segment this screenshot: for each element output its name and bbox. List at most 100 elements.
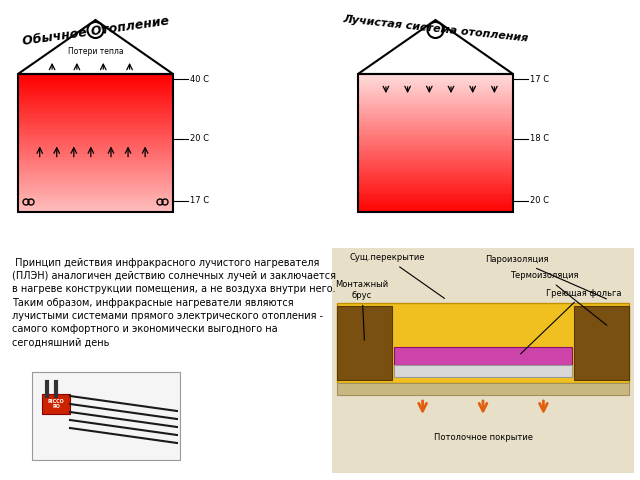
- Bar: [358, 91, 513, 94]
- Bar: [337, 306, 392, 380]
- Bar: [358, 190, 513, 193]
- Bar: [18, 201, 173, 204]
- Bar: [358, 192, 513, 196]
- Bar: [358, 102, 513, 105]
- Bar: [18, 181, 173, 185]
- Bar: [18, 126, 173, 130]
- Bar: [358, 80, 513, 83]
- Bar: [18, 154, 173, 157]
- Bar: [358, 198, 513, 202]
- Bar: [32, 372, 180, 460]
- Bar: [18, 140, 173, 144]
- Bar: [18, 157, 173, 160]
- Bar: [358, 201, 513, 204]
- Bar: [358, 137, 513, 141]
- Text: Лучистая система отопления: Лучистая система отопления: [342, 14, 529, 43]
- Bar: [358, 168, 513, 171]
- Bar: [18, 206, 173, 210]
- Bar: [18, 179, 173, 182]
- Bar: [358, 129, 513, 132]
- Bar: [358, 77, 513, 80]
- Bar: [18, 190, 173, 193]
- Bar: [18, 198, 173, 202]
- Bar: [358, 206, 513, 210]
- Bar: [358, 96, 513, 99]
- Bar: [358, 204, 513, 207]
- Bar: [18, 74, 173, 212]
- Bar: [18, 173, 173, 177]
- Bar: [18, 159, 173, 163]
- Bar: [18, 170, 173, 174]
- Bar: [18, 82, 173, 85]
- Bar: [358, 157, 513, 160]
- Bar: [358, 99, 513, 102]
- Text: Обычное Отопление: Обычное Отопление: [21, 14, 170, 48]
- Bar: [18, 168, 173, 171]
- Bar: [18, 146, 173, 149]
- Bar: [42, 394, 70, 414]
- Bar: [358, 140, 513, 144]
- Text: Потери тепла: Потери тепла: [68, 47, 124, 56]
- Text: 17 C: 17 C: [530, 74, 549, 84]
- Bar: [358, 115, 513, 119]
- Text: 40 C: 40 C: [190, 74, 209, 84]
- Bar: [18, 137, 173, 141]
- Bar: [18, 143, 173, 146]
- Bar: [358, 113, 513, 116]
- Bar: [358, 143, 513, 146]
- Text: 17 C: 17 C: [190, 196, 209, 205]
- Bar: [18, 187, 173, 191]
- Bar: [358, 118, 513, 121]
- Bar: [337, 303, 629, 383]
- Bar: [18, 77, 173, 80]
- Bar: [358, 93, 513, 96]
- Bar: [358, 170, 513, 174]
- Bar: [18, 151, 173, 155]
- Bar: [358, 209, 513, 213]
- Text: 18 C: 18 C: [530, 134, 549, 144]
- Bar: [18, 93, 173, 96]
- Bar: [358, 132, 513, 135]
- Bar: [18, 74, 173, 77]
- Text: Сущ.перекрытие: Сущ.перекрытие: [349, 253, 445, 299]
- Bar: [18, 195, 173, 199]
- Bar: [18, 104, 173, 108]
- Text: 20 C: 20 C: [530, 196, 549, 205]
- Text: Греющая фольга: Греющая фольга: [520, 288, 621, 354]
- Bar: [358, 88, 513, 91]
- Bar: [358, 159, 513, 163]
- Bar: [337, 383, 629, 395]
- Bar: [332, 248, 634, 473]
- Bar: [18, 209, 173, 213]
- Bar: [358, 104, 513, 108]
- Bar: [358, 74, 513, 77]
- Bar: [358, 148, 513, 152]
- Bar: [358, 176, 513, 180]
- Bar: [358, 195, 513, 199]
- Bar: [18, 107, 173, 110]
- Bar: [358, 181, 513, 185]
- Bar: [358, 82, 513, 85]
- Text: Термоизоляция: Термоизоляция: [511, 272, 607, 325]
- Bar: [18, 85, 173, 88]
- Bar: [18, 184, 173, 188]
- Bar: [574, 306, 629, 380]
- Bar: [358, 184, 513, 188]
- Text: Потолочное покрытие: Потолочное покрытие: [433, 433, 532, 442]
- Bar: [18, 99, 173, 102]
- Bar: [358, 124, 513, 127]
- Bar: [18, 88, 173, 91]
- Bar: [358, 107, 513, 110]
- Bar: [358, 154, 513, 157]
- Text: Пароизоляция: Пароизоляция: [486, 255, 607, 299]
- Bar: [358, 151, 513, 155]
- Text: Принцип действия инфракрасного лучистого нагревателя
(ПЛЭН) аналогичен действию : Принцип действия инфракрасного лучистого…: [12, 258, 336, 347]
- Bar: [358, 173, 513, 177]
- Bar: [18, 118, 173, 121]
- Bar: [18, 80, 173, 83]
- Bar: [358, 74, 513, 212]
- Bar: [358, 187, 513, 191]
- Bar: [358, 135, 513, 138]
- Bar: [18, 135, 173, 138]
- Bar: [18, 96, 173, 99]
